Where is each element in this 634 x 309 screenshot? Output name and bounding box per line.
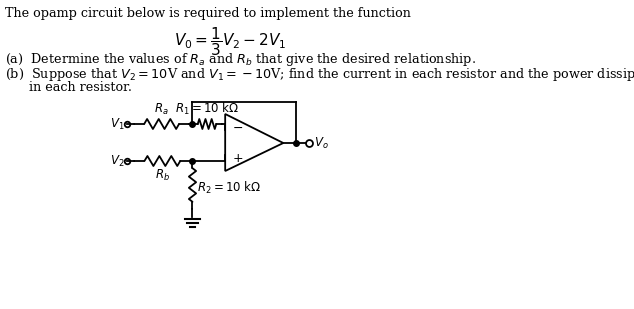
Text: in each resistor.: in each resistor. bbox=[5, 81, 132, 94]
Text: $R_1 = 10\ \mathrm{k}\Omega$: $R_1 = 10\ \mathrm{k}\Omega$ bbox=[175, 101, 239, 117]
Text: $V_2$: $V_2$ bbox=[110, 154, 124, 168]
Text: $+$: $+$ bbox=[231, 151, 243, 164]
Text: $-$: $-$ bbox=[231, 121, 243, 133]
Text: (b)  Suppose that $V_2 = 10$V and $V_1 = -10$V; find the current in each resisto: (b) Suppose that $V_2 = 10$V and $V_1 = … bbox=[5, 66, 634, 83]
Text: $R_a$: $R_a$ bbox=[154, 102, 169, 117]
Text: $R_2 = 10\ \mathrm{k}\Omega$: $R_2 = 10\ \mathrm{k}\Omega$ bbox=[197, 180, 261, 196]
Text: $V_1$: $V_1$ bbox=[110, 116, 124, 132]
Text: $V_0 = \dfrac{1}{3}V_2 - 2V_1$: $V_0 = \dfrac{1}{3}V_2 - 2V_1$ bbox=[174, 25, 287, 58]
Text: (a)  Determine the values of $R_a$ and $R_b$ that give the desired relationship.: (a) Determine the values of $R_a$ and $R… bbox=[5, 51, 476, 68]
Text: The opamp circuit below is required to implement the function: The opamp circuit below is required to i… bbox=[5, 7, 411, 20]
Text: $V_o$: $V_o$ bbox=[314, 135, 328, 150]
Text: $R_b$: $R_b$ bbox=[155, 168, 170, 183]
